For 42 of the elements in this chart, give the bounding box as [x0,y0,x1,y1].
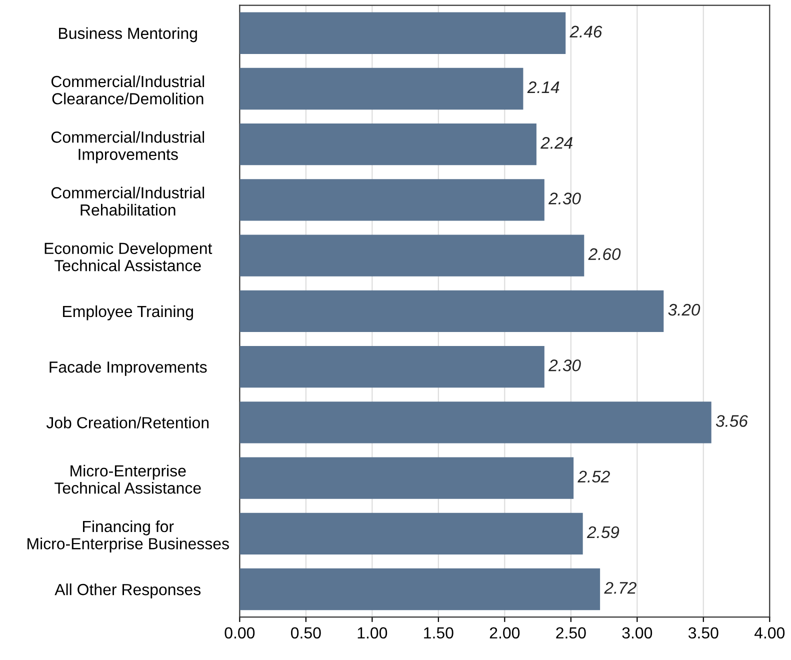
bar [240,123,536,166]
y-tick-label: Commercial/Industrial Rehabilitation [51,186,204,216]
x-tick-label: 0.50 [291,627,321,639]
y-tick-label: Facade Improvements [50,361,207,376]
y-tick-label: Commercial/Industrial Clearance/Demolition [51,75,204,104]
y-tick-label: Job Creation/Retention [46,416,209,428]
bar [240,234,584,276]
x-tick-label: 3.50 [688,627,718,639]
data-label: 2.72 [604,582,636,594]
x-tick-label: 2.00 [490,627,520,639]
y-tick-label: Micro-Enterprise Technical Assistance [54,464,201,494]
data-label: 2.30 [548,192,581,204]
data-label: 2.59 [586,526,620,538]
x-tick-label: 4.00 [754,627,785,639]
data-label: 2.14 [527,81,560,94]
bar [240,68,524,110]
data-label: 2.52 [578,470,610,483]
bar [240,346,544,388]
y-tick-label: Employee Training [63,305,193,320]
data-label: 2.24 [540,137,572,149]
data-label: 2.46 [570,26,602,38]
data-label: 2.60 [588,248,621,260]
y-tick-label: Commercial/Industrial Improvements [51,131,204,164]
bar [240,290,664,332]
x-tick-label: 2.50 [556,627,586,639]
data-label: 3.56 [716,415,748,427]
y-tick-label: All Other Responses [54,584,201,598]
bar [240,512,583,555]
x-tick-label: 1.00 [358,627,388,639]
data-label: 3.20 [668,304,700,316]
bar [240,12,566,54]
y-tick-label: Financing for Micro-Enterprise Businesses [28,520,229,553]
bar [240,402,712,444]
y-tick-label: Business Mentoring [59,27,197,42]
bar [240,568,600,610]
bar [240,179,544,221]
x-tick-label: 3.00 [622,627,652,639]
bar [240,457,574,499]
y-tick-label: Economic Development Technical Assistance [44,242,212,272]
data-label: 2.30 [548,359,581,372]
x-tick-label: 0.00 [224,627,255,639]
x-tick-label: 1.50 [424,627,454,639]
